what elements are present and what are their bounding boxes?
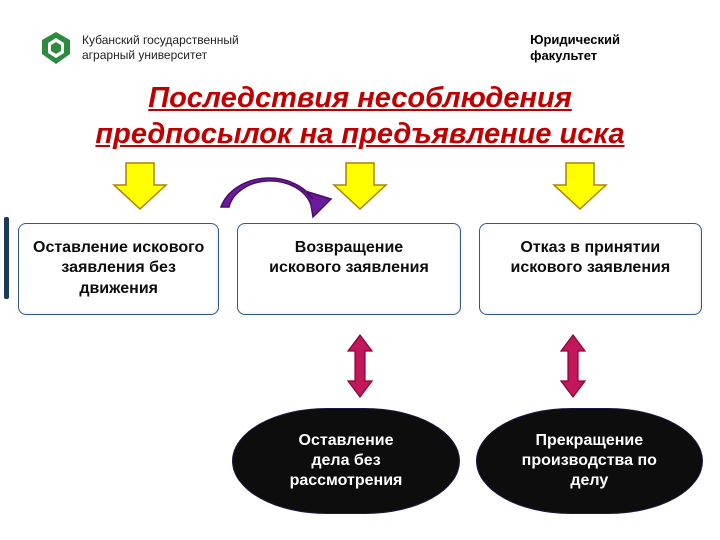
- box-1-l3: движения: [79, 280, 158, 297]
- connectors-row: [0, 333, 720, 403]
- title-line1: Последствия несоблюдения: [148, 82, 572, 114]
- faculty-line2: факультет: [530, 48, 620, 64]
- header-left: Кубанский государственный аграрный униве…: [40, 30, 239, 66]
- oval-2: Прекращение производства по делу: [477, 409, 702, 513]
- faculty-name: Юридический факультет: [530, 32, 620, 65]
- box-1-l2: заявления без: [61, 259, 175, 276]
- university-name: Кубанский государственный аграрный униве…: [82, 33, 239, 63]
- box-3: Отказ в принятии искового заявления: [479, 223, 702, 315]
- box-2-l2: искового заявления: [269, 259, 429, 276]
- boxes-row: Оставление искового заявления без движен…: [0, 223, 720, 315]
- connector-cell-1: [253, 333, 466, 403]
- bottom-row: Оставление дела без рассмотрения Прекращ…: [0, 409, 720, 513]
- down-arrow-icon: [552, 161, 608, 211]
- box-2-l1: Возвращение: [295, 239, 403, 256]
- down-arrow-icon: [332, 161, 388, 211]
- bottom-spacer: [18, 409, 215, 513]
- oval-2-l1: Прекращение: [535, 432, 643, 449]
- page-title: Последствия несоблюдения предпосылок на …: [0, 74, 720, 163]
- oval-2-l3: делу: [570, 472, 608, 489]
- box-3-l2: искового заявления: [510, 259, 670, 276]
- double-arrow-icon: [558, 333, 588, 399]
- box-1-l1: Оставление искового: [33, 239, 204, 256]
- university-name-line1: Кубанский государственный: [82, 33, 239, 48]
- oval-1-l3: рассмотрения: [290, 472, 403, 489]
- box-3-l1: Отказ в принятии: [520, 239, 660, 256]
- oval-1-l2: дела без: [311, 452, 380, 469]
- connector-spacer: [40, 333, 253, 403]
- oval-1: Оставление дела без рассмотрения: [233, 409, 458, 513]
- oval-2-l2: производства по: [522, 452, 657, 469]
- box-2: Возвращение искового заявления: [237, 223, 460, 315]
- university-logo-icon: [40, 30, 72, 66]
- top-arrows-row: [0, 161, 720, 217]
- curved-arrow-wrap: [205, 159, 335, 223]
- box-first-wrap: Оставление искового заявления без движен…: [18, 223, 219, 315]
- curved-arrow-icon: [205, 159, 335, 223]
- double-arrow-icon: [345, 333, 375, 399]
- university-name-line2: аграрный университет: [82, 48, 239, 63]
- down-arrow-icon: [112, 161, 168, 211]
- box-1: Оставление искового заявления без движен…: [18, 223, 219, 315]
- title-line2: предпосылок на предъявление иска: [95, 118, 624, 150]
- faculty-line1: Юридический: [530, 32, 620, 48]
- connector-cell-2: [467, 333, 680, 403]
- oval-1-l1: Оставление: [299, 432, 394, 449]
- header: Кубанский государственный аграрный униве…: [0, 0, 720, 74]
